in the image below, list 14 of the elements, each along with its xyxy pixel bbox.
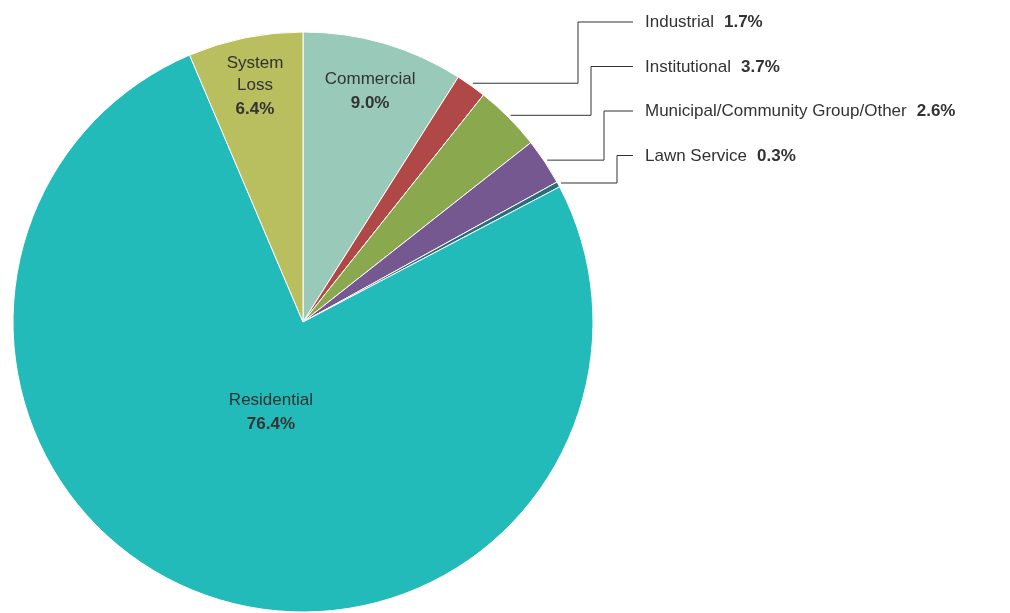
- data-label: 76.4%: [246, 414, 295, 434]
- slice-label: Industrial: [645, 12, 714, 31]
- data-label: 2.6%: [916, 101, 956, 120]
- data-label: 6.4%: [235, 99, 275, 119]
- slice-label: Institutional: [645, 56, 731, 76]
- data-label: 9.0%: [350, 92, 390, 112]
- slice-label: Municipal/Community Group/Other: [645, 101, 908, 120]
- data-label: 1.7%: [723, 12, 763, 31]
- slice-label: Residential: [228, 390, 313, 410]
- slice-label: Commercial: [324, 68, 416, 88]
- slice-label: Lawn Service: [645, 145, 748, 165]
- slice-label: System Loss: [226, 53, 284, 95]
- data-label: 0.3%: [757, 145, 796, 165]
- data-label: 3.7%: [741, 56, 780, 76]
